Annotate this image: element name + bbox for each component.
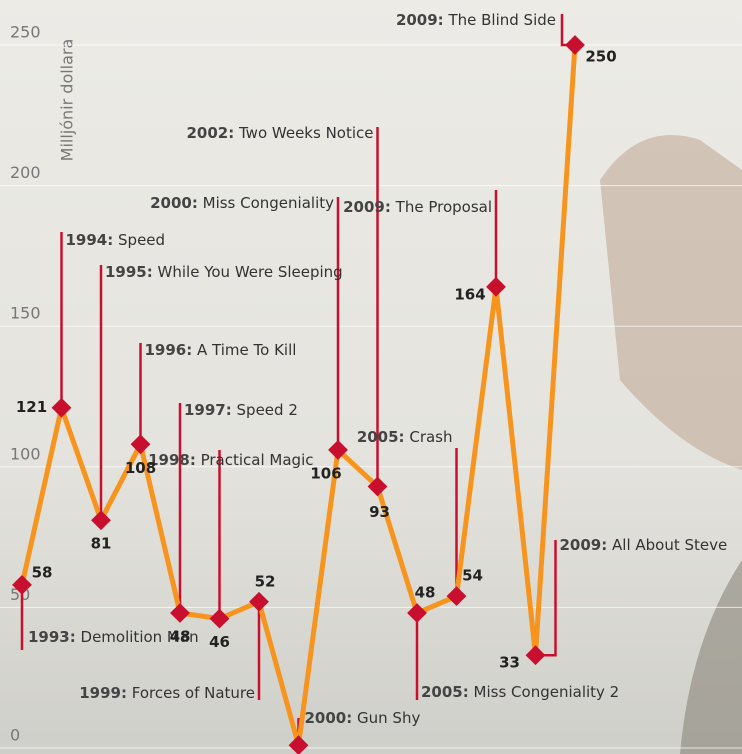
y-tick-label: 0 xyxy=(10,726,20,745)
movie-label: 1998: Practical Magic xyxy=(148,451,313,469)
movie-title: While You Were Sleeping xyxy=(158,263,343,281)
value-label: 121 xyxy=(16,398,47,416)
movie-year: 2005: xyxy=(421,683,469,701)
value-label: 48 xyxy=(170,628,191,646)
movie-label: 1997: Speed 2 xyxy=(184,401,298,419)
value-label: 52 xyxy=(255,572,276,590)
value-label: 93 xyxy=(369,503,390,521)
movie-year: 2000: xyxy=(150,194,198,212)
y-axis-label: Milljónir dollara xyxy=(58,39,77,162)
movie-title: Practical Magic xyxy=(201,451,314,469)
movie-label: 2000: Miss Congeniality xyxy=(150,194,334,212)
value-label: 58 xyxy=(32,563,53,581)
value-label: 46 xyxy=(209,633,230,651)
movie-year: 1999: xyxy=(79,684,127,702)
movie-year: 2005: xyxy=(357,428,405,446)
value-label: 250 xyxy=(585,48,616,66)
movie-year: 1994: xyxy=(66,231,114,249)
value-label: 108 xyxy=(125,459,156,477)
movie-title: Forces of Nature xyxy=(132,684,255,702)
movie-year: 2009: xyxy=(396,11,444,29)
chart: Milljónir dollara 0501001502002501993: D… xyxy=(0,0,742,754)
movie-year: 1993: xyxy=(28,628,76,646)
y-tick-label: 200 xyxy=(10,163,41,182)
movie-label: 1995: While You Were Sleeping xyxy=(105,263,343,281)
movie-label: 2009: All About Steve xyxy=(560,536,728,554)
value-label: 54 xyxy=(462,567,483,585)
movie-title: Crash xyxy=(409,428,452,446)
movie-label: 2009: The Blind Side xyxy=(396,11,556,29)
movie-title: The Blind Side xyxy=(447,11,556,29)
value-label: 106 xyxy=(310,464,341,482)
movie-title: Miss Congeniality 2 xyxy=(474,683,620,701)
movie-title: Gun Shy xyxy=(357,709,420,727)
movie-year: 1995: xyxy=(105,263,153,281)
movie-label: 2000: Gun Shy xyxy=(305,709,421,727)
movie-label: 2009: The Proposal xyxy=(343,198,492,216)
movie-title: The Proposal xyxy=(395,198,492,216)
movie-year: 1996: xyxy=(145,341,193,359)
y-tick-label: 150 xyxy=(10,304,41,323)
movie-year: 2000: xyxy=(305,709,353,727)
y-tick-label: 250 xyxy=(10,23,41,42)
value-label: 48 xyxy=(415,584,436,602)
movie-year: 2009: xyxy=(343,198,391,216)
movie-year: 2009: xyxy=(560,536,608,554)
movie-label: 1996: A Time To Kill xyxy=(145,341,297,359)
movie-title: Miss Congeniality xyxy=(203,194,334,212)
movie-year: 2002: xyxy=(186,124,234,142)
movie-label: 1994: Speed xyxy=(66,231,166,249)
movie-label: 2002: Two Weeks Notice xyxy=(186,124,373,142)
movie-label: 2005: Crash xyxy=(357,428,453,446)
y-tick-label: 100 xyxy=(10,444,41,463)
movie-label: 1999: Forces of Nature xyxy=(79,684,255,702)
movie-title: Two Weeks Notice xyxy=(238,124,374,142)
movie-title: All About Steve xyxy=(612,536,727,554)
movie-label: 2005: Miss Congeniality 2 xyxy=(421,683,619,701)
movie-title: Speed xyxy=(118,231,165,249)
movie-title: Speed 2 xyxy=(237,401,298,419)
value-label: 164 xyxy=(454,285,485,303)
movie-year: 1997: xyxy=(184,401,232,419)
movie-title: A Time To Kill xyxy=(197,341,296,359)
value-label: 33 xyxy=(499,654,520,672)
value-label: 81 xyxy=(91,535,112,553)
